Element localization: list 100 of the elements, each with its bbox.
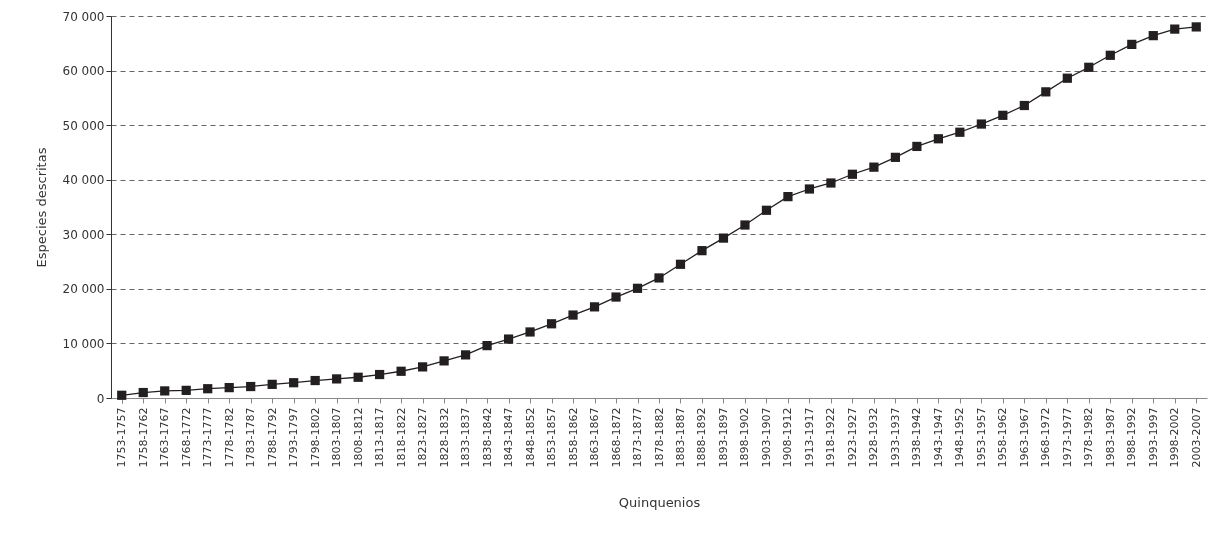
x-tick-label: 1938-1942 [910,407,924,468]
point [783,192,793,202]
x-tick-label: 1763-1767 [158,407,172,468]
x-tick-label: 1888-1892 [695,407,709,468]
point [654,273,664,283]
x-tick-label: 1933-1937 [888,407,902,468]
x-tick-label: 1828-1832 [437,407,451,468]
point [804,184,815,194]
x-tick-label: 1903-1907 [759,407,773,468]
point [439,356,449,366]
point [675,259,686,269]
point [1084,62,1094,72]
y-tick-label: 20 000 [62,282,105,297]
x-tick-label: 1798-1802 [308,407,322,468]
point [1062,73,1072,83]
x-tick-label: 1793-1797 [287,407,301,468]
point [503,334,514,344]
point [955,127,965,137]
y-tick-label: 60 000 [62,64,105,79]
x-tick-label: 1968-1972 [1039,407,1053,468]
x-tick-label: 1848-1852 [523,407,537,468]
x-tick-label: 1768-1772 [179,407,193,468]
point [826,178,836,188]
x-tick-label: 1978-1982 [1082,407,1096,468]
x-tick-label: 1953-1957 [974,407,988,468]
x-tick-label: 1813-1817 [373,407,387,468]
x-tick-label: 1863-1867 [588,407,602,468]
x-tick-label: 1958-1962 [996,407,1010,468]
y-axis-title: Especies descritas [33,147,49,268]
point [718,233,729,243]
point [117,390,127,400]
x-tick-label: 1818-1822 [394,407,408,468]
point [1105,50,1115,60]
point [203,384,213,394]
x-tick-label: 1993-1997 [1146,407,1160,468]
x-tick-label: 2003-2007 [1189,407,1203,468]
point [418,362,428,372]
point [890,152,900,162]
x-tick-label: 1773-1777 [201,407,215,468]
point [267,379,277,389]
y-tick-label: 10 000 [62,336,105,351]
x-tick-label: 1778-1782 [222,407,236,468]
x-tick-label: 1868-1872 [609,407,623,468]
point [697,246,707,256]
x-tick-label: 1913-1917 [802,407,816,468]
point [998,110,1008,120]
point [1170,24,1180,34]
x-tick-label: 1893-1897 [716,407,730,468]
x-tick-label: 1788-1792 [265,407,279,468]
point [847,169,858,179]
point [1041,87,1051,97]
x-tick-label: 1758-1762 [136,407,150,468]
point [482,341,492,351]
y-tick-label: 50 000 [62,118,105,133]
point [525,327,535,337]
x-tick-label: 1948-1952 [953,407,967,468]
point [353,372,363,382]
point [138,387,148,398]
x-tick-label: 1803-1807 [330,407,344,468]
x-tick-label: 1918-1922 [824,407,838,468]
y-tick-label: 30 000 [62,227,105,242]
x-tick-label: 1908-1912 [781,407,795,468]
x-tick-label: 1853-1857 [545,407,559,468]
x-tick-label: 1878-1882 [652,407,666,468]
point [246,381,256,392]
x-tick-label: 1873-1877 [631,407,645,468]
x-tick-label: 1898-1902 [738,407,752,468]
point [310,375,320,386]
x-tick-label: 1823-1827 [416,407,430,468]
x-tick-label: 1923-1927 [845,407,859,468]
x-tick-label: 1753-1757 [115,407,129,468]
point [1019,100,1029,111]
point [289,378,299,388]
point [375,369,385,380]
x-tick-label: 1983-1987 [1103,407,1117,468]
point [396,366,406,376]
x-tick-label: 1963-1967 [1017,407,1031,468]
x-tick-label: 1928-1932 [867,407,881,468]
point [869,162,879,172]
x-tick-label: 1838-1842 [480,407,494,468]
point [976,119,986,129]
point [332,374,342,384]
point [1127,39,1137,49]
y-tick-label: 70 000 [62,9,105,24]
point [160,386,170,396]
point [632,283,643,293]
x-tick-label: 1783-1787 [244,407,258,468]
y-tick-label: 40 000 [62,173,105,188]
point [611,292,621,302]
x-tick-label: 1843-1847 [502,407,516,468]
point [460,350,471,360]
point [546,319,557,329]
point [740,220,750,230]
x-tick-label: 1858-1862 [566,407,580,468]
x-tick-label: 1988-1992 [1125,407,1139,468]
x-tick-label: 1998-2002 [1168,407,1182,468]
point [1148,31,1158,41]
point [224,383,234,393]
x-tick-label: 1808-1812 [351,407,365,468]
y-tick-label: 0 [96,391,105,406]
